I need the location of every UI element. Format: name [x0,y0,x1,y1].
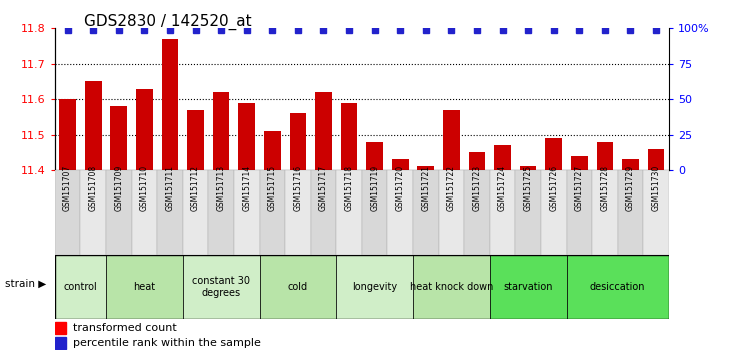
Bar [264,131,281,170]
Text: strain ▶: strain ▶ [5,279,47,289]
Text: GSM151725: GSM151725 [523,165,533,211]
Text: GSM151726: GSM151726 [549,165,558,211]
Text: GSM151727: GSM151727 [575,165,584,211]
Bar [567,170,592,255]
Text: GSM151713: GSM151713 [216,165,226,211]
Text: GSM151719: GSM151719 [370,165,379,211]
Bar [366,142,383,170]
Bar [80,170,106,255]
Bar [413,170,439,255]
Bar [106,255,183,319]
Bar [234,170,260,255]
Bar [413,255,490,319]
Text: GSM151717: GSM151717 [319,165,328,211]
Bar [55,337,66,349]
Bar [520,166,537,170]
Bar [260,255,336,319]
Text: GSM151722: GSM151722 [447,165,456,211]
Text: heat knock down: heat knock down [409,282,493,292]
Text: GSM151718: GSM151718 [344,165,354,211]
Text: GSM151712: GSM151712 [191,165,200,211]
Bar [464,170,490,255]
Text: GSM151715: GSM151715 [268,165,277,211]
Bar [183,170,208,255]
Text: GSM151723: GSM151723 [472,165,482,211]
Text: GSM151708: GSM151708 [88,165,98,211]
Bar [59,99,76,170]
Bar [622,159,639,170]
Bar [515,170,541,255]
Bar [417,166,434,170]
Bar [443,110,460,170]
Text: percentile rank within the sample: percentile rank within the sample [73,338,261,348]
Bar [132,170,157,255]
Bar [541,170,567,255]
Bar [545,138,562,170]
Bar [490,170,515,255]
Bar [208,170,234,255]
Bar [157,170,183,255]
Text: heat: heat [133,282,156,292]
Bar [571,156,588,170]
Bar [162,39,178,170]
Bar [238,103,255,170]
Bar [289,113,306,170]
Text: GSM151714: GSM151714 [242,165,251,211]
Bar [494,145,511,170]
Text: GSM151711: GSM151711 [165,165,175,211]
Bar [567,255,669,319]
Bar [469,152,485,170]
Bar [618,170,643,255]
Bar [136,88,153,170]
Bar [643,170,669,255]
Bar [106,170,132,255]
Bar [592,170,618,255]
Text: GSM151720: GSM151720 [395,165,405,211]
Bar [311,170,336,255]
Text: GSM151710: GSM151710 [140,165,149,211]
Text: GSM151729: GSM151729 [626,165,635,211]
Text: GSM151728: GSM151728 [600,165,610,211]
Text: transformed count: transformed count [73,323,177,333]
Bar [341,103,357,170]
Text: cold: cold [288,282,308,292]
Text: GSM151707: GSM151707 [63,165,72,211]
Text: GSM151716: GSM151716 [293,165,303,211]
Text: starvation: starvation [504,282,553,292]
Text: GSM151724: GSM151724 [498,165,507,211]
Bar [85,81,102,170]
Bar [187,110,204,170]
Bar [55,322,66,334]
Bar [392,159,409,170]
Bar [596,142,613,170]
Text: GSM151721: GSM151721 [421,165,431,211]
Bar [213,92,230,170]
Bar [362,170,387,255]
Text: GSM151730: GSM151730 [651,165,661,211]
Text: desiccation: desiccation [590,282,645,292]
Text: GSM151709: GSM151709 [114,165,124,211]
Bar [285,170,311,255]
Bar [55,255,106,319]
Bar [336,170,362,255]
Bar [490,255,567,319]
Bar [387,170,413,255]
Text: longevity: longevity [352,282,397,292]
Text: constant 30
degrees: constant 30 degrees [192,276,250,298]
Bar [183,255,260,319]
Bar [315,92,332,170]
Text: GDS2830 / 142520_at: GDS2830 / 142520_at [84,14,251,30]
Bar [55,170,80,255]
Bar [260,170,285,255]
Bar [110,106,127,170]
Text: control: control [64,282,97,292]
Bar [439,170,464,255]
Bar [336,255,413,319]
Bar [648,149,664,170]
